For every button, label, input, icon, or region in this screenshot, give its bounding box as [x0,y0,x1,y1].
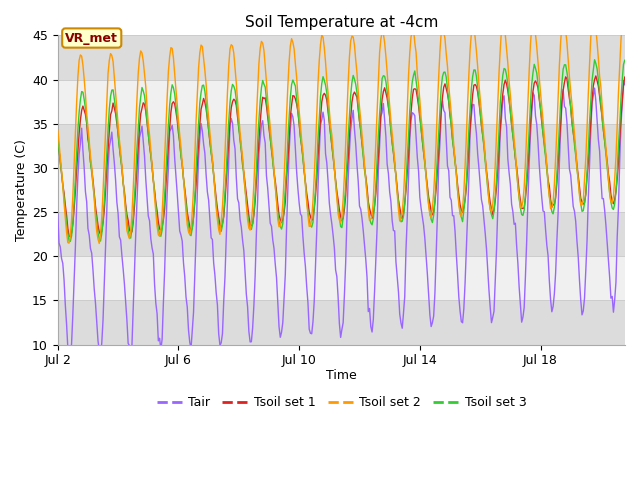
Y-axis label: Temperature (C): Temperature (C) [15,139,28,241]
Bar [58,124,625,168]
Title: Soil Temperature at -4cm: Soil Temperature at -4cm [244,15,438,30]
Bar [58,36,625,80]
X-axis label: Time: Time [326,369,356,382]
Bar [58,168,625,212]
Text: VR_met: VR_met [65,32,118,45]
Bar [58,80,625,124]
Bar [58,300,625,345]
Bar [58,212,625,256]
Legend: Tair, Tsoil set 1, Tsoil set 2, Tsoil set 3: Tair, Tsoil set 1, Tsoil set 2, Tsoil se… [152,391,531,414]
Bar [58,256,625,300]
